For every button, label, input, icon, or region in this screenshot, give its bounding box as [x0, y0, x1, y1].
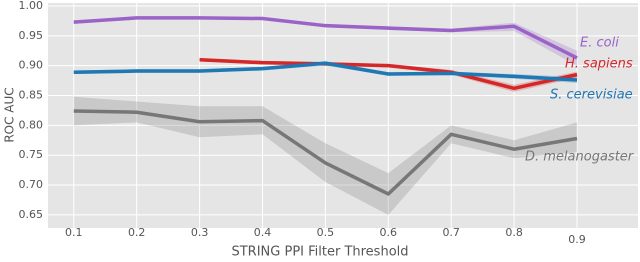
y-tick-label: 0.85: [19, 89, 44, 102]
y-tick-label: 0.65: [19, 208, 44, 221]
x-tick-label: 0.4: [254, 226, 272, 239]
x-tick-label: 0.2: [128, 226, 146, 239]
y-tick-label: 1.00: [19, 0, 44, 12]
x-tick-label: 0.5: [317, 226, 335, 239]
confidence-band: [73, 96, 577, 215]
series-label: E. coli: [580, 36, 619, 51]
series-label: H. sapiens: [565, 57, 633, 72]
x-tick-label: 0.7: [442, 226, 460, 239]
y-tick-label: 0.95: [19, 29, 44, 42]
x-tick-label: 0.3: [191, 226, 209, 239]
x-tick-label: 0.6: [380, 226, 398, 239]
series-line: [199, 57, 578, 91]
x-tick-label: 0.1: [65, 226, 83, 239]
x-tick-label: 0.9: [568, 233, 586, 246]
y-axis-label: ROC AUC: [3, 87, 17, 142]
x-axis-label: STRING PPI Filter Threshold: [231, 245, 408, 259]
series-line: [73, 16, 578, 60]
y-tick-label: 0.70: [19, 178, 44, 191]
y-tick-label: 0.75: [19, 148, 44, 161]
series-label: S. cerevisiae: [550, 88, 633, 103]
x-tick-label: 0.8: [505, 226, 523, 239]
y-tick-label: 0.80: [19, 118, 44, 131]
series-line: [73, 109, 578, 196]
series-line: [73, 61, 578, 82]
series-label: D. melanogaster: [525, 150, 635, 165]
y-tick-label: 0.90: [19, 59, 44, 72]
